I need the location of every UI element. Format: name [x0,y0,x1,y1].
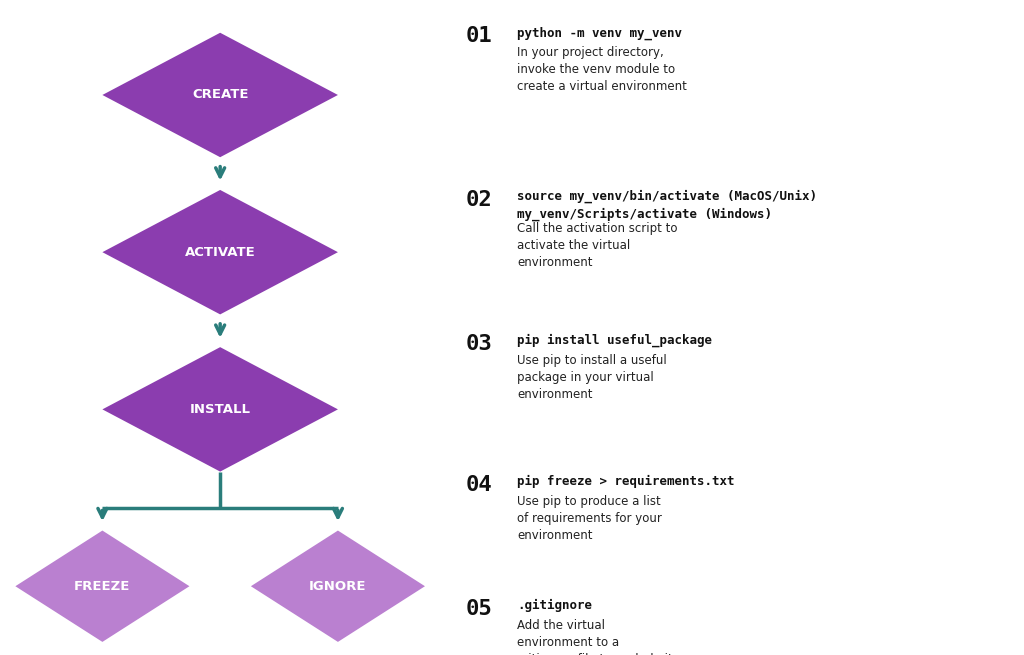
Text: CREATE: CREATE [191,88,249,102]
Text: python -m venv my_venv: python -m venv my_venv [517,26,682,39]
Text: Use pip to install a useful
package in your virtual
environment: Use pip to install a useful package in y… [517,354,667,401]
Text: 03: 03 [466,334,493,354]
Text: Call the activation script to
activate the virtual
environment: Call the activation script to activate t… [517,222,678,269]
Text: 05: 05 [466,599,493,620]
Text: pip install useful_package: pip install useful_package [517,334,712,347]
Text: 01: 01 [466,26,493,47]
Text: 04: 04 [466,475,493,495]
Text: ACTIVATE: ACTIVATE [184,246,256,259]
Text: Add the virtual
environment to a
.gitignore file to exclude it
from your project: Add the virtual environment to a .gitign… [517,620,673,655]
Text: source my_venv/bin/activate (MacOS/Unix)
my_venv/Scripts/activate (Windows): source my_venv/bin/activate (MacOS/Unix)… [517,190,817,221]
Text: INSTALL: INSTALL [189,403,251,416]
Text: pip freeze > requirements.txt: pip freeze > requirements.txt [517,475,734,488]
Text: IGNORE: IGNORE [309,580,367,593]
Polygon shape [102,347,338,472]
Text: 02: 02 [466,190,493,210]
Polygon shape [102,190,338,314]
Text: Use pip to produce a list
of requirements for your
environment: Use pip to produce a list of requirement… [517,495,662,542]
Polygon shape [102,33,338,157]
Text: In your project directory,
invoke the venv module to
create a virtual environmen: In your project directory, invoke the ve… [517,47,687,93]
Polygon shape [251,531,425,642]
Text: .gitignore: .gitignore [517,599,592,612]
Text: FREEZE: FREEZE [74,580,131,593]
Polygon shape [15,531,189,642]
